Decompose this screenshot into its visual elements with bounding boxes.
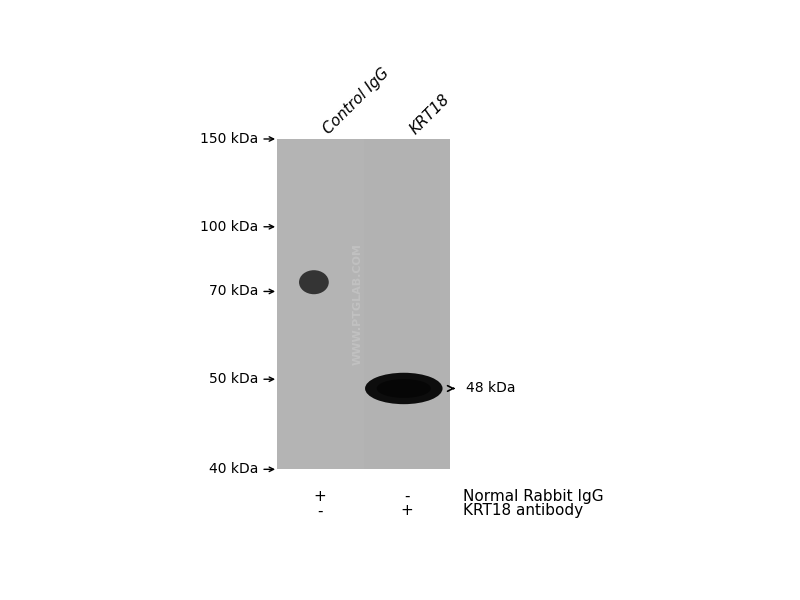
Text: 150 kDa: 150 kDa: [200, 132, 258, 146]
Text: -: -: [404, 488, 410, 503]
Text: 100 kDa: 100 kDa: [200, 220, 258, 234]
Text: Control IgG: Control IgG: [320, 65, 392, 137]
Bar: [277, 139, 450, 469]
Text: +: +: [401, 503, 414, 518]
Ellipse shape: [365, 373, 442, 404]
Text: 70 kDa: 70 kDa: [209, 284, 258, 298]
Text: 40 kDa: 40 kDa: [209, 463, 258, 476]
Ellipse shape: [377, 379, 431, 398]
Text: KRT18 antibody: KRT18 antibody: [462, 503, 583, 518]
Text: KRT18: KRT18: [407, 91, 453, 137]
Bar: [277, 139, 363, 469]
Ellipse shape: [299, 270, 329, 294]
Text: -: -: [318, 503, 323, 518]
Text: 50 kDa: 50 kDa: [209, 372, 258, 386]
Text: WWW.PTGLAB.COM: WWW.PTGLAB.COM: [352, 243, 362, 365]
Text: Normal Rabbit IgG: Normal Rabbit IgG: [462, 488, 603, 503]
Text: 48 kDa: 48 kDa: [466, 382, 515, 395]
Text: +: +: [314, 488, 326, 503]
